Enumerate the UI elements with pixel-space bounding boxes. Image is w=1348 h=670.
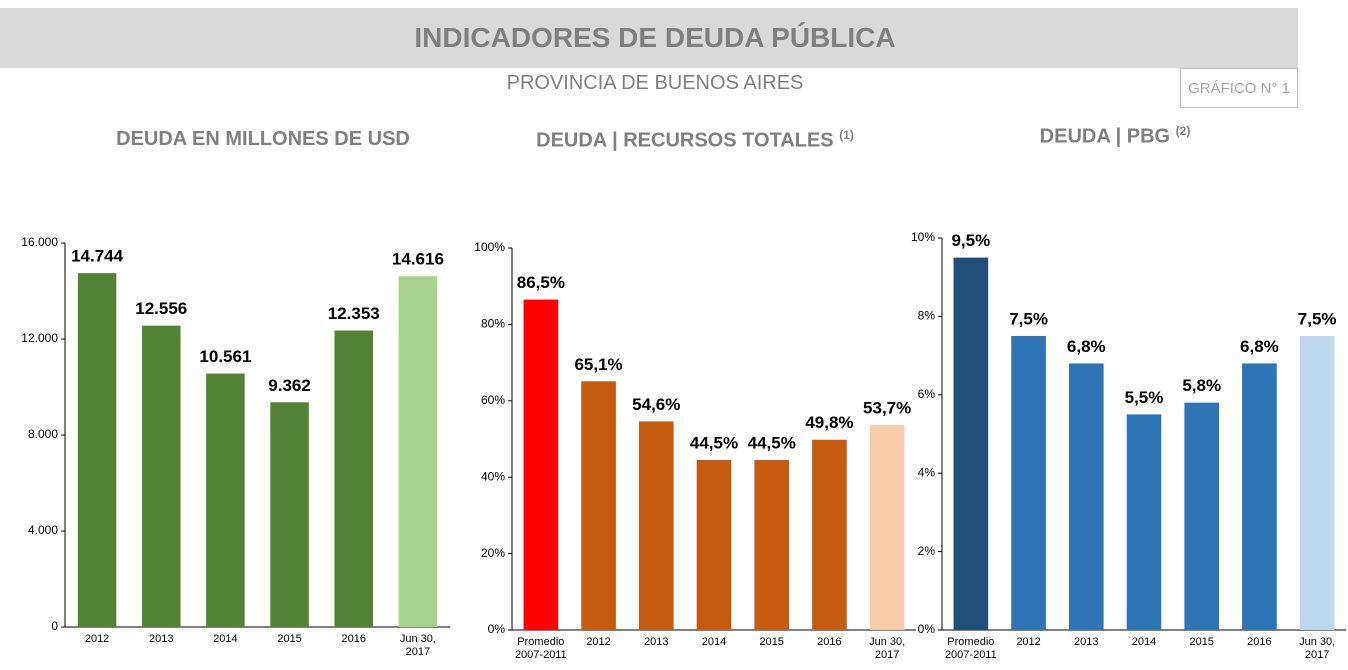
y-tick-label: 6%	[918, 387, 936, 401]
bar	[398, 276, 438, 627]
y-tick-label: 2%	[918, 544, 936, 558]
x-tick-label: 2014	[213, 633, 238, 645]
bar	[1184, 402, 1220, 630]
y-tick-label: 8%	[918, 309, 936, 323]
data-label: 10.561	[199, 347, 251, 366]
bar	[953, 257, 989, 630]
x-tick-label: 2016	[817, 636, 842, 648]
data-label: 65,1%	[574, 355, 622, 374]
x-tick-label: Jun 30, 2017	[869, 636, 906, 661]
data-label: 6,8%	[1067, 337, 1106, 356]
data-label: 44,5%	[690, 433, 738, 452]
x-tick-label: 2012	[1016, 636, 1041, 648]
data-label: 14.616	[392, 250, 444, 269]
chart-title-text: DEUDA | RECURSOS TOTALES	[536, 129, 834, 152]
bar	[206, 373, 245, 627]
bar	[638, 421, 674, 630]
x-tick-label: 2012	[586, 636, 611, 648]
x-tick-label: 2014	[1131, 636, 1157, 648]
bar	[270, 402, 309, 627]
bar	[1011, 336, 1046, 630]
y-tick-label: 40%	[481, 469, 505, 483]
data-label: 12.353	[328, 304, 380, 323]
x-tick-label: 2015	[1189, 636, 1214, 648]
data-label: 12.556	[135, 299, 187, 318]
bar	[142, 325, 181, 627]
bar	[1068, 363, 1104, 630]
bar	[1126, 414, 1162, 630]
x-tick-label: 2012	[84, 633, 110, 645]
data-label: 5,8%	[1182, 376, 1221, 395]
x-tick-label: Promedio 2007-2011	[944, 636, 997, 661]
x-tick-label: 2015	[759, 636, 784, 648]
x-tick-label: 2013	[149, 633, 174, 645]
chart-title-text: DEUDA | PBG	[1039, 125, 1171, 148]
y-tick-label: 0%	[488, 622, 506, 636]
chart-title-note: (2)	[1175, 124, 1191, 138]
bar	[812, 439, 847, 630]
data-label: 44,5%	[748, 433, 796, 452]
y-tick-label: 4%	[918, 465, 936, 479]
chart-title-text: DEUDA EN MILLONES DE USD	[116, 128, 410, 150]
chart-badge: GRÁFICO N° 1	[1180, 68, 1298, 108]
header-bar	[0, 8, 1298, 68]
x-tick-label: 2016	[1247, 636, 1272, 648]
y-tick-label: 10%	[911, 230, 935, 244]
x-tick-label: 2013	[1074, 636, 1099, 648]
x-tick-label: 2013	[644, 636, 669, 648]
bar	[334, 330, 373, 627]
x-tick-label: Promedio 2007-2011	[514, 636, 567, 661]
data-label: 14.744	[71, 247, 124, 266]
y-tick-label: 0%	[918, 622, 936, 636]
x-tick-label: 2016	[341, 633, 366, 645]
y-tick-label: 4.000	[28, 523, 58, 537]
page-title: INDICADORES DE DEUDA PÚBLICA	[414, 22, 896, 53]
bar	[696, 460, 732, 630]
data-label: 6,8%	[1240, 337, 1279, 356]
y-tick-label: 16.000	[21, 235, 58, 249]
data-label: 5,5%	[1125, 388, 1164, 407]
x-tick-label: Jun 30, 2017	[1299, 636, 1336, 661]
bar	[754, 460, 790, 630]
data-label: 54,6%	[632, 395, 680, 414]
page-subtitle: PROVINCIA DE BUENOS AIRES	[506, 72, 804, 94]
y-tick-label: 100%	[474, 240, 505, 254]
bar	[1242, 363, 1277, 630]
bar	[77, 273, 117, 627]
chart-title: DEUDA | RECURSOS TOTALES (1)	[536, 128, 854, 153]
y-tick-label: 12.000	[21, 331, 58, 345]
y-tick-label: 80%	[481, 317, 505, 331]
y-tick-label: 20%	[481, 546, 505, 560]
bar	[581, 381, 616, 630]
y-tick-label: 0	[51, 619, 58, 633]
data-label: 9,5%	[951, 231, 990, 250]
y-tick-label: 8.000	[28, 427, 58, 441]
data-label: 53,7%	[863, 398, 911, 417]
bar	[1299, 336, 1335, 630]
bar	[523, 299, 559, 630]
chart-title: DEUDA | PBG (2)	[1040, 124, 1191, 149]
bar	[869, 424, 905, 630]
data-label: 9.362	[268, 376, 311, 395]
data-label: 7,5%	[1298, 309, 1337, 328]
chart-title: DEUDA EN MILLONES DE USD	[116, 128, 410, 151]
data-label: 7,5%	[1009, 309, 1048, 328]
data-label: 86,5%	[517, 273, 565, 292]
chart-title-note: (1)	[839, 128, 854, 142]
x-tick-label: 2014	[701, 636, 727, 648]
x-tick-label: Jun 30, 2017	[399, 633, 436, 658]
x-tick-label: 2015	[277, 633, 302, 645]
y-tick-label: 60%	[481, 393, 505, 407]
data-label: 49,8%	[805, 413, 853, 432]
